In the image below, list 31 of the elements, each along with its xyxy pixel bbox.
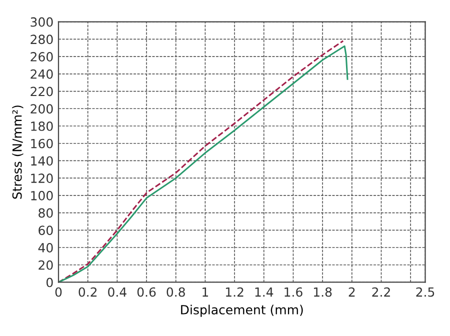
y-tick-label: 60: [38, 226, 53, 236]
y-tick-label: 300: [30, 17, 53, 27]
x-tick-label: 1: [202, 287, 208, 297]
y-tick-label: 120: [31, 174, 53, 184]
x-axis-title: Displacement (mm): [181, 304, 303, 317]
y-axis-title: Stress (N/mm²): [12, 106, 24, 199]
x-tick-label: 1.2: [226, 287, 244, 297]
y-tick-label: 140: [31, 156, 53, 166]
x-tick-label: 2: [348, 287, 355, 297]
y-tick-label: 100: [31, 190, 53, 200]
y-tick-label: 280: [30, 34, 53, 44]
y-tick-label: 0: [46, 278, 53, 288]
y-tick-label: 20: [38, 260, 53, 270]
y-tick-label: 200: [30, 104, 53, 114]
x-tick-label: 0.2: [78, 287, 97, 297]
x-tick-label: 2.5: [416, 287, 434, 297]
x-tick-label: 1.4: [255, 287, 274, 297]
x-tick-label: 0.6: [137, 287, 156, 297]
y-tick-label: 80: [38, 208, 53, 218]
x-tick-label: 1.8: [314, 287, 332, 297]
y-tick-label: 240: [30, 69, 53, 79]
y-tick-label: 220: [30, 86, 53, 96]
x-tick-label: 2.2: [372, 287, 390, 297]
x-tick-label: 0: [55, 287, 62, 297]
x-tick-label: 0.8: [166, 287, 185, 297]
y-tick-label: 160: [31, 138, 53, 148]
y-tick-label: 180: [31, 121, 53, 131]
x-tick-label: 0.4: [108, 287, 126, 297]
y-tick-label: 40: [38, 242, 53, 252]
x-tick-label: 1.6: [284, 287, 302, 297]
y-tick-label: 260: [30, 52, 53, 62]
